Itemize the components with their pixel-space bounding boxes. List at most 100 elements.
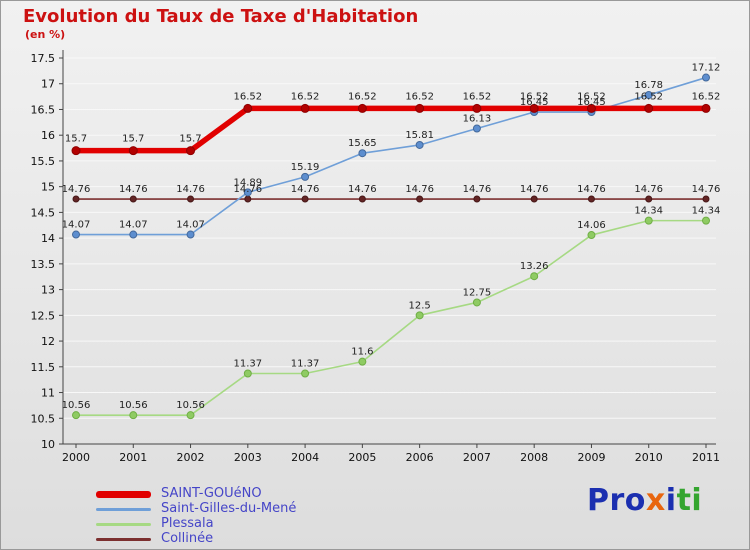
series-Saint-Gilles-du-Mené [72,73,710,239]
proxiti-logo: Proxiti [587,483,702,518]
svg-text:14.06: 14.06 [577,220,606,231]
svg-text:16.52: 16.52 [577,91,606,102]
legend-label: Collinée [161,531,214,546]
svg-text:14.76: 14.76 [233,184,262,195]
svg-text:17: 17 [41,78,55,91]
svg-text:16: 16 [41,129,55,142]
svg-text:16.52: 16.52 [405,91,434,102]
series-Collinée [72,195,710,203]
svg-text:14.76: 14.76 [634,184,663,195]
svg-text:16.52: 16.52 [291,91,320,102]
svg-text:14.76: 14.76 [692,184,721,195]
svg-text:14.5: 14.5 [31,206,56,219]
svg-text:15.65: 15.65 [348,138,377,149]
svg-text:12: 12 [41,335,55,348]
svg-text:2002: 2002 [177,451,205,464]
svg-text:16.45: 16.45 [577,97,606,108]
svg-text:11.6: 11.6 [351,347,373,358]
logo-letter: x [645,483,666,518]
svg-text:16.52: 16.52 [233,91,262,102]
svg-text:11: 11 [41,387,55,400]
svg-text:2006: 2006 [406,451,434,464]
svg-text:17.12: 17.12 [692,63,721,74]
svg-text:2009: 2009 [577,451,605,464]
svg-text:10.56: 10.56 [176,400,205,411]
legend-swatch [96,522,151,526]
logo-letter: ti [676,483,703,518]
svg-text:10.56: 10.56 [62,400,91,411]
svg-text:14.76: 14.76 [348,184,377,195]
legend-swatch [96,537,151,541]
series-SAINT-GOUéNO [71,103,711,156]
x-axis-labels: 2000 2001 2002 2003 2004 2005 2006 2007 2008 2009… [62,451,720,464]
svg-text:14.76: 14.76 [405,184,434,195]
svg-text:14.76: 14.76 [119,184,148,195]
svg-text:13.5: 13.5 [31,258,56,271]
legend-item-Collinée: Collinée [96,532,296,546]
series-Plessala [72,216,710,420]
svg-text:11.5: 11.5 [31,361,56,374]
svg-text:15.81: 15.81 [405,130,434,141]
legend-label: SAINT-GOUéNO [161,486,262,501]
svg-text:16.52: 16.52 [692,91,721,102]
svg-text:16.52: 16.52 [348,91,377,102]
data-labels: 15.7 15.7 15.716.52 16.52 16.52 16.52 16.52 16.… [62,63,721,412]
svg-text:2007: 2007 [463,451,491,464]
svg-text:12.75: 12.75 [463,287,492,298]
legend-item-SAINT-GOUéNO: SAINT-GOUéNO [96,487,296,501]
logo-letter: Pro [587,483,646,518]
legend-swatch [96,507,151,511]
svg-text:16.5: 16.5 [31,103,56,116]
line-chart: 10 10.5 11 11.5 12 12.5 13 13.5 14 14.5 15 15.5 16 16… [31,50,721,464]
svg-text:12.5: 12.5 [31,309,56,322]
svg-text:2001: 2001 [119,451,147,464]
legend-label: Plessala [161,516,214,531]
svg-text:14.76: 14.76 [520,184,549,195]
y-axis-labels: 10 10.5 11 11.5 12 12.5 13 13.5 14 14.5 15 15.5 16 16… [31,52,56,451]
chart-title: Evolution du Taux de Taxe d'Habitation [23,6,419,27]
svg-text:17.5: 17.5 [31,52,56,65]
svg-text:16.52: 16.52 [634,91,663,102]
legend-item-Saint-Gilles-du-Mené: Saint-Gilles-du-Mené [96,502,296,516]
svg-text:2011: 2011 [692,451,720,464]
svg-text:2004: 2004 [291,451,319,464]
svg-text:15.5: 15.5 [31,155,56,168]
chart-subtitle: (en %) [25,28,66,41]
svg-text:10.5: 10.5 [31,412,56,425]
legend-swatch [96,490,151,498]
svg-text:14.34: 14.34 [634,206,663,217]
legend-label: Saint-Gilles-du-Mené [161,501,297,516]
svg-text:16.45: 16.45 [520,97,549,108]
svg-text:15: 15 [41,181,55,194]
svg-text:15.19: 15.19 [291,162,320,173]
svg-text:14.76: 14.76 [176,184,205,195]
svg-text:14.76: 14.76 [463,184,492,195]
svg-text:16.13: 16.13 [463,114,492,125]
svg-text:2008: 2008 [520,451,548,464]
svg-text:15.7: 15.7 [65,134,87,145]
svg-text:14.76: 14.76 [62,184,91,195]
svg-text:15.7: 15.7 [179,134,201,145]
svg-text:13: 13 [41,284,55,297]
svg-text:10: 10 [41,438,55,451]
svg-text:11.37: 11.37 [291,358,320,369]
axes [59,50,716,448]
svg-text:14.76: 14.76 [577,184,606,195]
svg-text:14.76: 14.76 [291,184,320,195]
logo-letter: i [665,483,677,518]
gridlines [63,57,716,445]
svg-text:14.34: 14.34 [692,206,721,217]
svg-text:11.37: 11.37 [233,358,262,369]
svg-text:14.07: 14.07 [119,220,148,231]
svg-text:2010: 2010 [635,451,663,464]
legend: SAINT-GOUéNO Saint-Gilles-du-Mené Plessala… [96,487,296,546]
svg-text:15.7: 15.7 [122,134,144,145]
svg-text:2005: 2005 [348,451,376,464]
svg-text:14.89: 14.89 [233,177,262,188]
svg-text:14.07: 14.07 [176,220,205,231]
svg-text:2003: 2003 [234,451,262,464]
svg-text:14: 14 [41,232,55,245]
svg-text:13.26: 13.26 [520,261,549,272]
svg-text:10.56: 10.56 [119,400,148,411]
